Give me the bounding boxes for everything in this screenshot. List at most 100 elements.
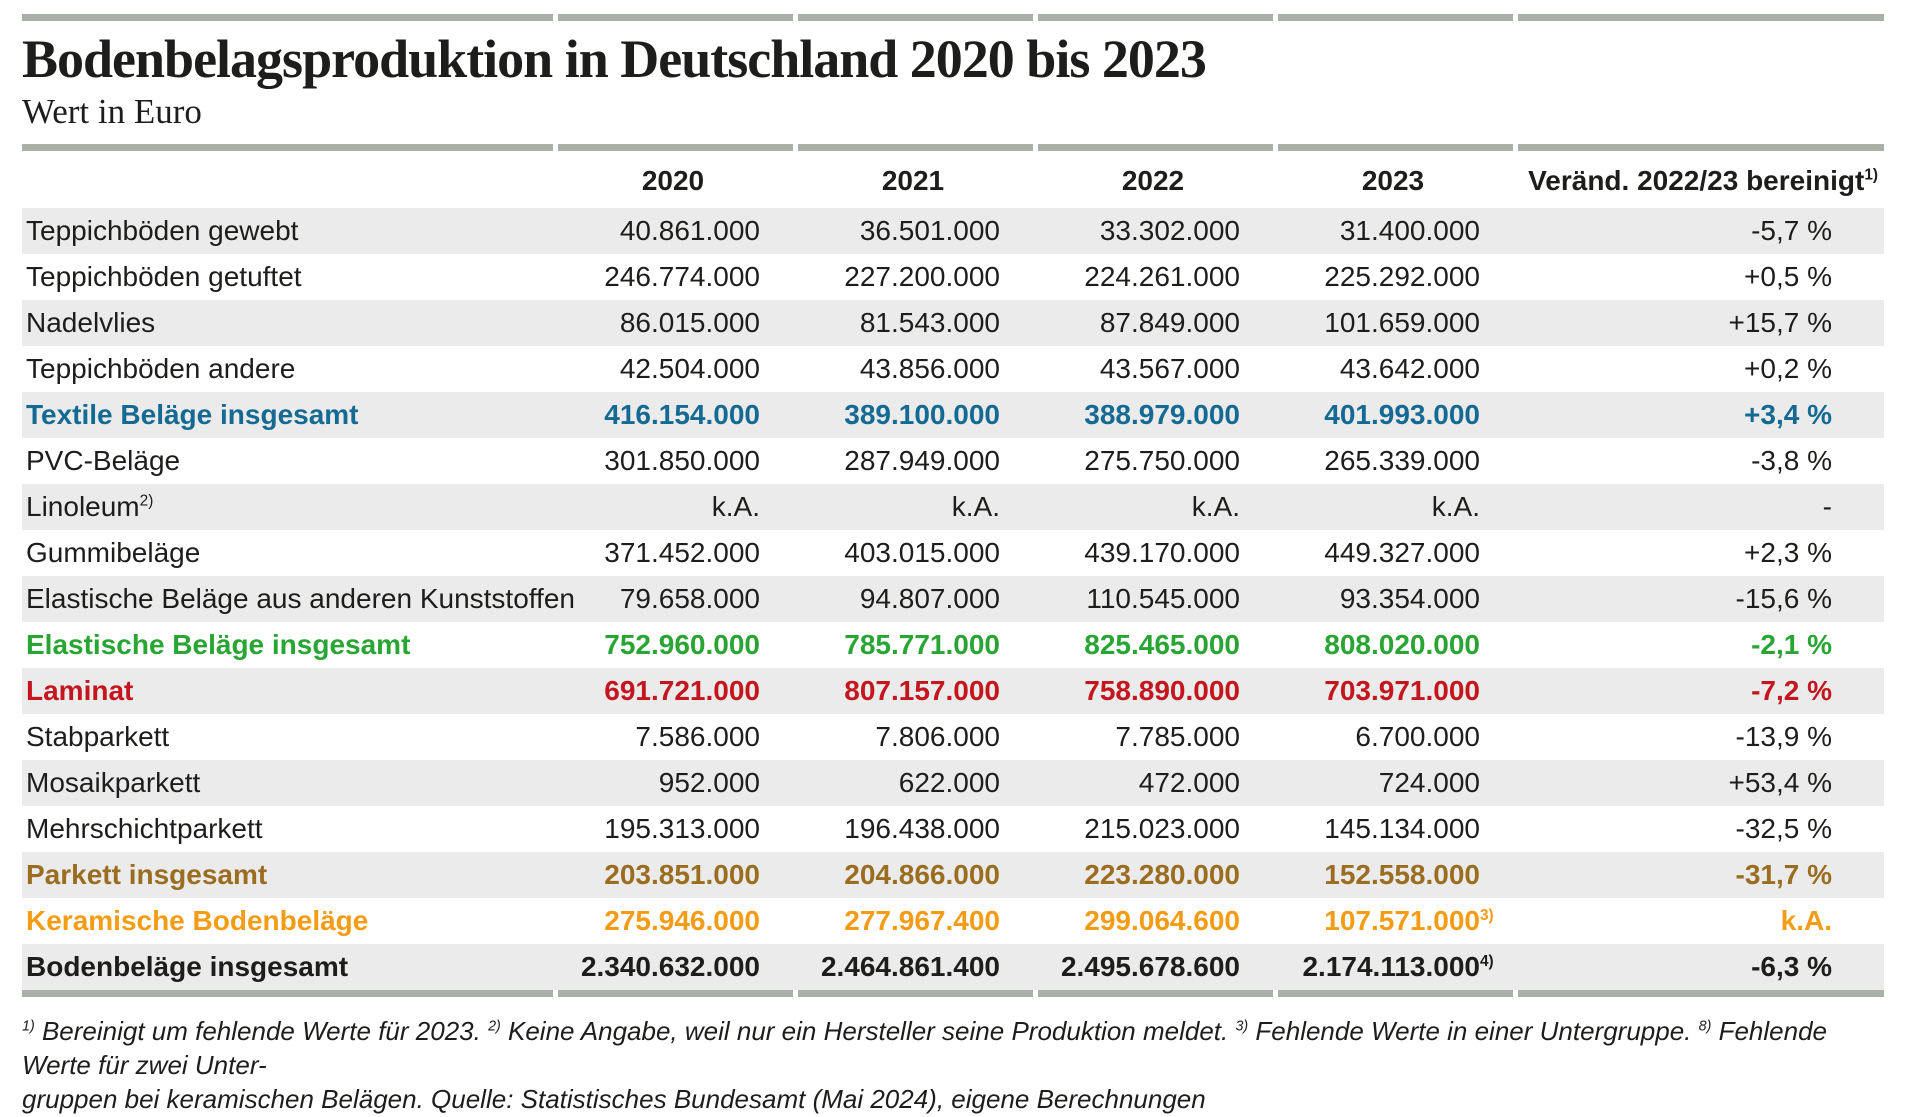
footnotes: 1) Bereinigt um fehlende Werte für 2023.… xyxy=(22,1015,1884,1116)
header-empty xyxy=(22,151,553,208)
change-value: +2,3 % xyxy=(1744,537,1832,569)
change-value: +53,4 % xyxy=(1728,767,1832,799)
value-2023: 703.971.000 xyxy=(1324,675,1480,707)
value-2023: 808.020.000 xyxy=(1324,629,1480,661)
value-2023: 401.993.000 xyxy=(1324,399,1480,431)
table-row: Teppichböden getuftet 246.774.000 227.200.… xyxy=(22,254,1884,300)
value-2021: 7.806.000 xyxy=(875,721,1000,753)
change-value: k.A. xyxy=(1780,905,1832,937)
value-2023: 31.400.000 xyxy=(1339,215,1480,247)
table-body: Teppichböden gewebt 40.861.000 36.501.000 3… xyxy=(22,208,1884,991)
change-value: -13,9 % xyxy=(1735,721,1833,753)
table-row: Nadelvlies 86.015.000 81.543.000 87.849.000… xyxy=(22,300,1884,347)
value-2022: 7.785.000 xyxy=(1115,721,1240,753)
value-2022: 825.465.000 xyxy=(1084,629,1240,661)
table-row: Bodenbeläge insgesamt 2.340.632.000 2.464.… xyxy=(22,944,1884,991)
table-row: PVC-Beläge 301.850.000 287.949.000 275.750.… xyxy=(22,438,1884,484)
value-2021: 2.464.861.400 xyxy=(820,951,1000,983)
value-2021: 36.501.000 xyxy=(859,215,1000,247)
change-value: +0,5 % xyxy=(1744,261,1832,293)
value-2022: 215.023.000 xyxy=(1084,813,1240,845)
page-subtitle: Wert in Euro xyxy=(22,91,202,131)
row-label: Elastische Beläge aus anderen Kunststoff… xyxy=(26,583,575,615)
value-2020: 7.586.000 xyxy=(635,721,760,753)
value-2022: 224.261.000 xyxy=(1084,261,1240,293)
value-2020: 416.154.000 xyxy=(604,399,760,431)
value-2020: 752.960.000 xyxy=(604,629,760,661)
value-2021: 622.000 xyxy=(898,767,1000,799)
row-label: Stabparkett xyxy=(26,721,170,753)
row-label: PVC-Beläge xyxy=(26,445,181,477)
value-2023: 107.571.0003) xyxy=(1324,905,1494,937)
header-year-2022: 2022 xyxy=(1121,165,1185,197)
value-2021: k.A. xyxy=(951,491,1000,523)
table-row: Gummibeläge 371.452.000 403.015.000 439.170… xyxy=(22,530,1884,576)
value-2023: 6.700.000 xyxy=(1355,721,1480,753)
header-row: 2020 2021 2022 2023 Veränd. 2022/23 bere… xyxy=(22,151,1884,208)
table-row: Stabparkett 7.586.000 7.806.000 7.785.000 6.… xyxy=(22,714,1884,760)
value-2022: 223.280.000 xyxy=(1084,859,1240,891)
row-label: Elastische Beläge insgesamt xyxy=(26,629,411,661)
row-label: Textile Beläge insgesamt xyxy=(26,399,359,431)
row-label: Laminat xyxy=(26,675,134,707)
value-2020: 195.313.000 xyxy=(604,813,760,845)
table-row: Elastische Beläge aus anderen Kunststoff… xyxy=(22,576,1884,623)
change-value: +15,7 % xyxy=(1728,307,1832,339)
value-2020: 691.721.000 xyxy=(604,675,760,707)
value-2023: 225.292.000 xyxy=(1324,261,1480,293)
value-2021: 277.967.400 xyxy=(844,905,1000,937)
value-2021: 785.771.000 xyxy=(844,629,1000,661)
value-2022: k.A. xyxy=(1191,491,1240,523)
value-2020: 371.452.000 xyxy=(604,537,760,569)
value-2021: 403.015.000 xyxy=(844,537,1000,569)
value-2023: 93.354.000 xyxy=(1339,583,1480,615)
value-2021: 81.543.000 xyxy=(859,307,1000,339)
value-2020: 42.504.000 xyxy=(619,353,760,385)
value-2023: 265.339.000 xyxy=(1324,445,1480,477)
value-2023: 2.174.113.0004) xyxy=(1302,951,1494,983)
separator-bar-top xyxy=(22,14,1884,21)
value-2022: 472.000 xyxy=(1138,767,1240,799)
value-2021: 227.200.000 xyxy=(844,261,1000,293)
value-2023: 449.327.000 xyxy=(1324,537,1480,569)
footnote-line: 1) Bereinigt um fehlende Werte für 2023.… xyxy=(22,1016,1827,1081)
change-value: -31,7 % xyxy=(1735,859,1833,891)
separator-bar-header xyxy=(22,144,1884,152)
value-2022: 758.890.000 xyxy=(1084,675,1240,707)
value-2022: 110.545.000 xyxy=(1086,583,1240,615)
table-row: Mehrschichtparkett 195.313.000 196.438.000… xyxy=(22,806,1884,852)
value-2021: 43.856.000 xyxy=(859,353,1000,385)
value-2020: 952.000 xyxy=(658,767,760,799)
value-2021: 807.157.000 xyxy=(844,675,1000,707)
change-value: +3,4 % xyxy=(1744,399,1832,431)
page-title: Bodenbelagsproduktion in Deutschland 202… xyxy=(22,29,1207,89)
row-label: Teppichböden gewebt xyxy=(26,215,299,247)
header-year-2020: 2020 xyxy=(641,165,705,197)
table-row: Textile Beläge insgesamt 416.154.000 389.1… xyxy=(22,392,1884,439)
value-2022: 2.495.678.600 xyxy=(1060,951,1240,983)
value-2022: 439.170.000 xyxy=(1084,537,1240,569)
value-2020: 203.851.000 xyxy=(604,859,760,891)
table-row: Laminat 691.721.000 807.157.000 758.890.000… xyxy=(22,668,1884,715)
value-2020: 86.015.000 xyxy=(619,307,760,339)
header-year-2023: 2023 xyxy=(1361,165,1425,197)
value-2020: 40.861.000 xyxy=(619,215,760,247)
change-value: -6,3 % xyxy=(1751,951,1832,983)
row-label: Mehrschichtparkett xyxy=(26,813,263,845)
change-value: -15,6 % xyxy=(1735,583,1833,615)
value-2023: 152.558.000 xyxy=(1324,859,1480,891)
value-2020: 246.774.000 xyxy=(604,261,760,293)
row-label: Nadelvlies xyxy=(26,307,156,339)
value-2022: 275.750.000 xyxy=(1084,445,1240,477)
row-label: Teppichböden getuftet xyxy=(26,261,302,293)
table-row: Keramische Bodenbeläge 275.946.000 277.967… xyxy=(22,898,1884,944)
change-value: - xyxy=(1822,491,1832,523)
row-label: Linoleum2) xyxy=(26,491,154,523)
separator-bar-bottom xyxy=(22,990,1884,998)
table-row: Elastische Beläge insgesamt 752.960.000 78… xyxy=(22,622,1884,668)
row-label: Keramische Bodenbeläge xyxy=(26,905,369,937)
table-row: Teppichböden gewebt 40.861.000 36.501.000 3… xyxy=(22,208,1884,255)
value-2020: 301.850.000 xyxy=(604,445,760,477)
table-row: Linoleum2) k.A. k.A. k.A. k.A. - xyxy=(22,484,1884,531)
change-value: +0,2 % xyxy=(1744,353,1832,385)
